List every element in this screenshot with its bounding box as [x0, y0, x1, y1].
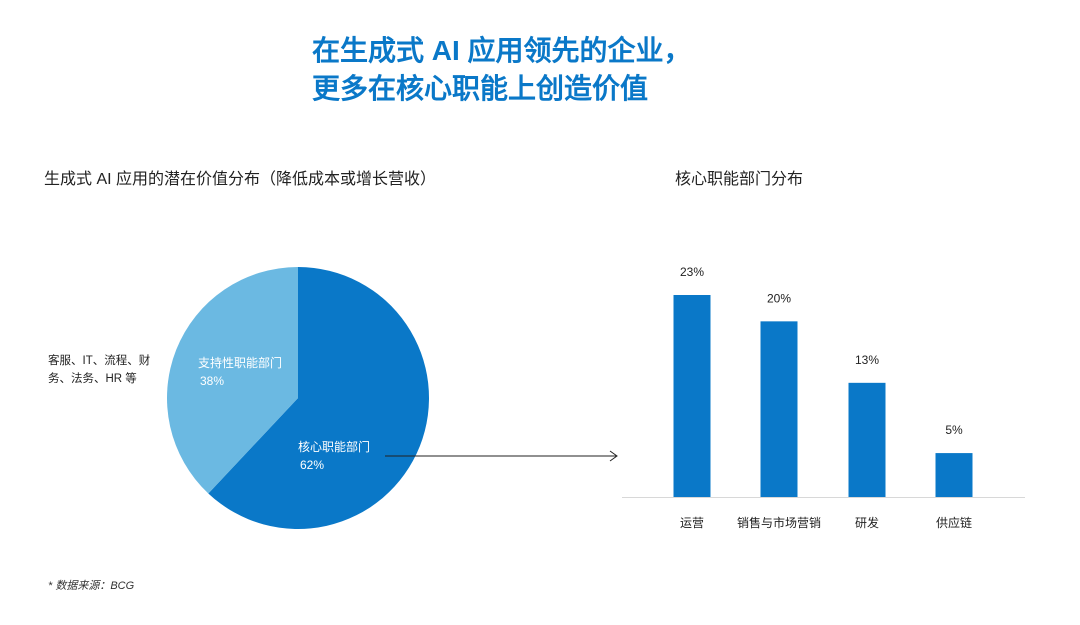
bar-chart-title: 核心职能部门分布	[675, 171, 804, 188]
bar-value-label: 23%	[680, 265, 704, 279]
bar-category-label: 运营	[680, 516, 704, 530]
support-functions-note: 客服、IT、流程、财务、法务、HR 等	[48, 355, 151, 385]
pie-slice-core-functions	[208, 267, 430, 529]
pie-labels: 核心职能部门 62% 支持性职能部门 38%	[198, 355, 370, 472]
page-title: 在生成式 AI 应用领先的企业， 更多在核心职能上创造价值	[312, 32, 692, 108]
bar-0	[673, 295, 711, 497]
pie-slice-label: 核心职能部门	[298, 439, 370, 454]
pie-slice-support-functions	[167, 267, 298, 494]
pie-slice-label: 支持性职能部门	[198, 355, 282, 370]
data-source-footnote: * 数据来源：BCG	[48, 580, 135, 592]
bar-value-label: 13%	[855, 353, 879, 367]
bar-category-label: 研发	[855, 515, 879, 530]
pie-slice-value-label: 62%	[300, 458, 324, 472]
bar-category-label: 供应链	[936, 515, 972, 530]
bar-2	[848, 382, 886, 497]
bar-value-label: 5%	[945, 423, 963, 437]
bar-chart: 23% 运营 20% 销售与市场营销 13% 研发 5% 供应链	[622, 265, 1025, 530]
pie-slice-value-label: 38%	[200, 374, 224, 388]
page-title-line-2: 更多在核心职能上创造价值	[312, 73, 649, 104]
pie-chart-title: 生成式 AI 应用的潜在价值分布（降低成本或增长营收）	[44, 171, 437, 188]
pie-slices	[167, 267, 430, 529]
bar-3	[935, 453, 973, 497]
connector-arrow	[385, 450, 618, 462]
page-title-line-1: 在生成式 AI 应用领先的企业，	[312, 35, 692, 66]
bar-1	[760, 321, 798, 497]
bar-category-label: 销售与市场营销	[737, 515, 821, 530]
bar-value-label: 20%	[767, 291, 791, 305]
